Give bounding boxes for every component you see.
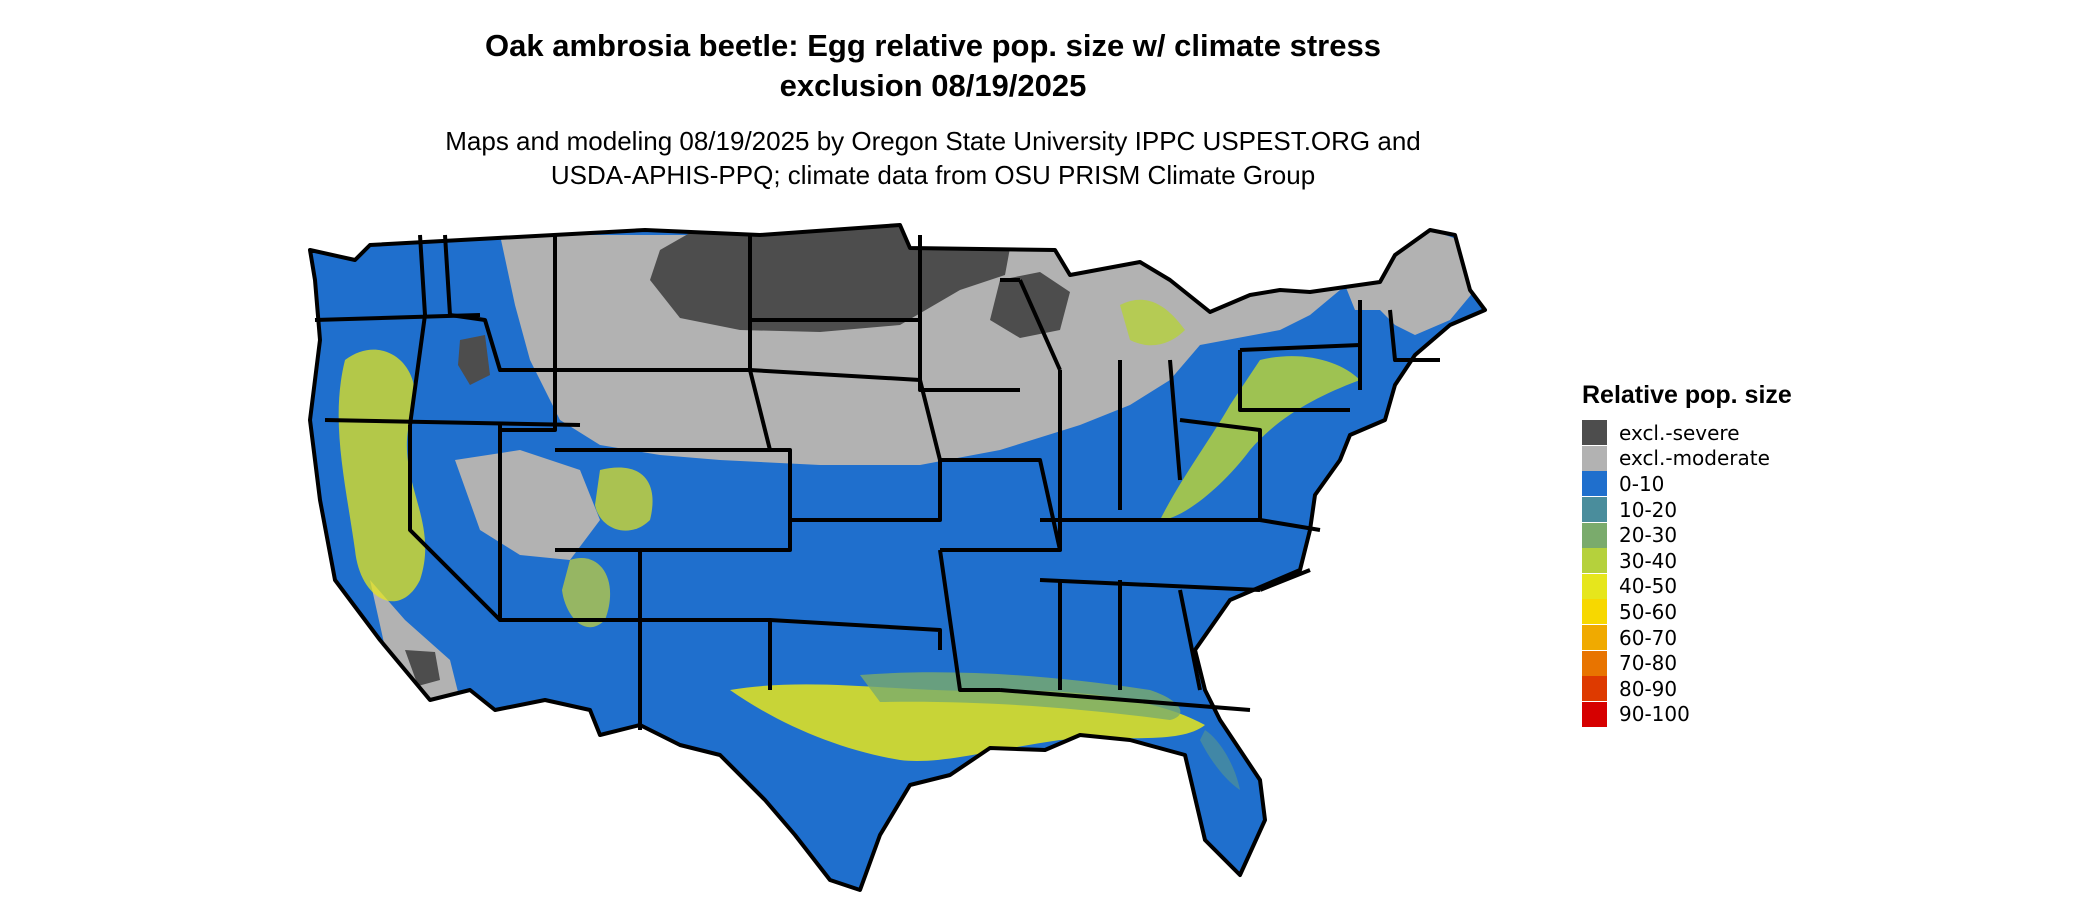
legend-swatch (1582, 701, 1607, 727)
legend-label: 80-90 (1619, 676, 1678, 701)
excl-severe-rockies (458, 335, 490, 385)
border-ok-tx (769, 618, 942, 650)
legend-swatch (1582, 420, 1607, 446)
legend-label: 0-10 (1619, 471, 1665, 496)
hotspot-west (338, 349, 426, 602)
legend-label: 50-60 (1619, 599, 1678, 624)
legend-label: 60-70 (1619, 625, 1678, 650)
legend-item: 0-10 (1582, 471, 1792, 497)
legend-item: 10-20 (1582, 497, 1792, 523)
hotspot-florida (1200, 730, 1240, 790)
border-pa-ny (1238, 343, 1361, 412)
border-ut-co (500, 370, 557, 432)
legend-label: 10-20 (1619, 497, 1678, 522)
legend-label: excl.-moderate (1619, 446, 1770, 471)
map-subtitle: Maps and modeling 08/19/2025 by Oregon S… (0, 124, 1866, 192)
legend-swatch (1582, 445, 1607, 471)
border-co-ks (555, 448, 792, 552)
border-or-ca-nv (324, 418, 581, 427)
legend-title: Relative pop. size (1582, 381, 1792, 409)
legend-items: excl.-severe excl.-moderate 0-10 10-20 20-30… (1582, 420, 1792, 727)
legend-label: 40-50 (1619, 574, 1678, 599)
legend-swatch (1582, 625, 1607, 651)
legend-swatch (1582, 548, 1607, 574)
legend-item: 70-80 (1582, 650, 1792, 676)
border-va-nc (1259, 518, 1321, 592)
legend-swatch (1582, 573, 1607, 599)
legend-label: 90-100 (1619, 702, 1690, 727)
map-title-line2: exclusion 08/19/2025 (779, 68, 1087, 103)
border-gulf-states (999, 688, 1251, 712)
legend-swatch (1582, 599, 1607, 625)
legend-swatch (1582, 676, 1607, 702)
legend-swatch (1582, 522, 1607, 548)
hotspot-great-lakes (1120, 299, 1185, 346)
hotspot-colorado (595, 467, 653, 531)
legend-label: 70-80 (1619, 651, 1678, 676)
border-wi-mi (1000, 278, 1062, 371)
hotspot-gulf-mid (860, 672, 1181, 720)
border-new-england (1358, 300, 1440, 390)
map-title-line1: Oak ambrosia beetle: Egg relative pop. s… (485, 28, 1381, 63)
excl-severe-southwest (405, 650, 440, 686)
legend-item: excl.-moderate (1582, 445, 1792, 472)
border-wv-md (1179, 418, 1262, 520)
border-tn-south (1039, 578, 1261, 592)
legend-swatch (1582, 497, 1607, 523)
state-borders (314, 234, 1440, 730)
hotspot-new-mexico (562, 558, 611, 628)
border-mo-ar-la (940, 458, 1062, 552)
legend-item: excl.-severe (1582, 420, 1792, 446)
legend-item: 90-100 (1582, 701, 1792, 728)
map-title: Oak ambrosia beetle: Egg relative pop. s… (0, 26, 1866, 106)
excl-moderate-rockies (455, 450, 600, 560)
legend-item: 80-90 (1582, 676, 1792, 702)
us-outline (308, 223, 1487, 892)
border-id-mt (443, 234, 555, 372)
legend-label: 20-30 (1619, 523, 1678, 548)
legend-item: 30-40 (1582, 548, 1792, 574)
legend-item: 50-60 (1582, 599, 1792, 625)
legend-swatch (1582, 471, 1607, 497)
legend-item: 40-50 (1582, 573, 1792, 600)
us-map (308, 223, 1487, 892)
legend-item: 20-30 (1582, 522, 1792, 548)
map-subtitle-line1: Maps and modeling 08/19/2025 by Oregon S… (445, 126, 1421, 156)
legend-label: excl.-severe (1619, 420, 1740, 445)
excl-moderate-northeast (1345, 230, 1475, 335)
legend-swatch (1582, 650, 1607, 676)
border-mn-ia (918, 235, 1020, 392)
legend-label: 30-40 (1619, 548, 1678, 573)
map-fill (310, 225, 1485, 890)
map-subtitle-line2: USDA-APHIS-PPQ; climate data from OSU PR… (550, 160, 1316, 190)
border-ms-al-ga (1058, 580, 1202, 691)
legend: Relative pop. size excl.-severe excl.-mod… (1582, 380, 1792, 727)
border-ca-nv (408, 425, 502, 622)
border-ar-la-ms (938, 549, 1000, 692)
border-idaho-west (408, 234, 427, 426)
legend-item: 60-70 (1582, 625, 1792, 651)
